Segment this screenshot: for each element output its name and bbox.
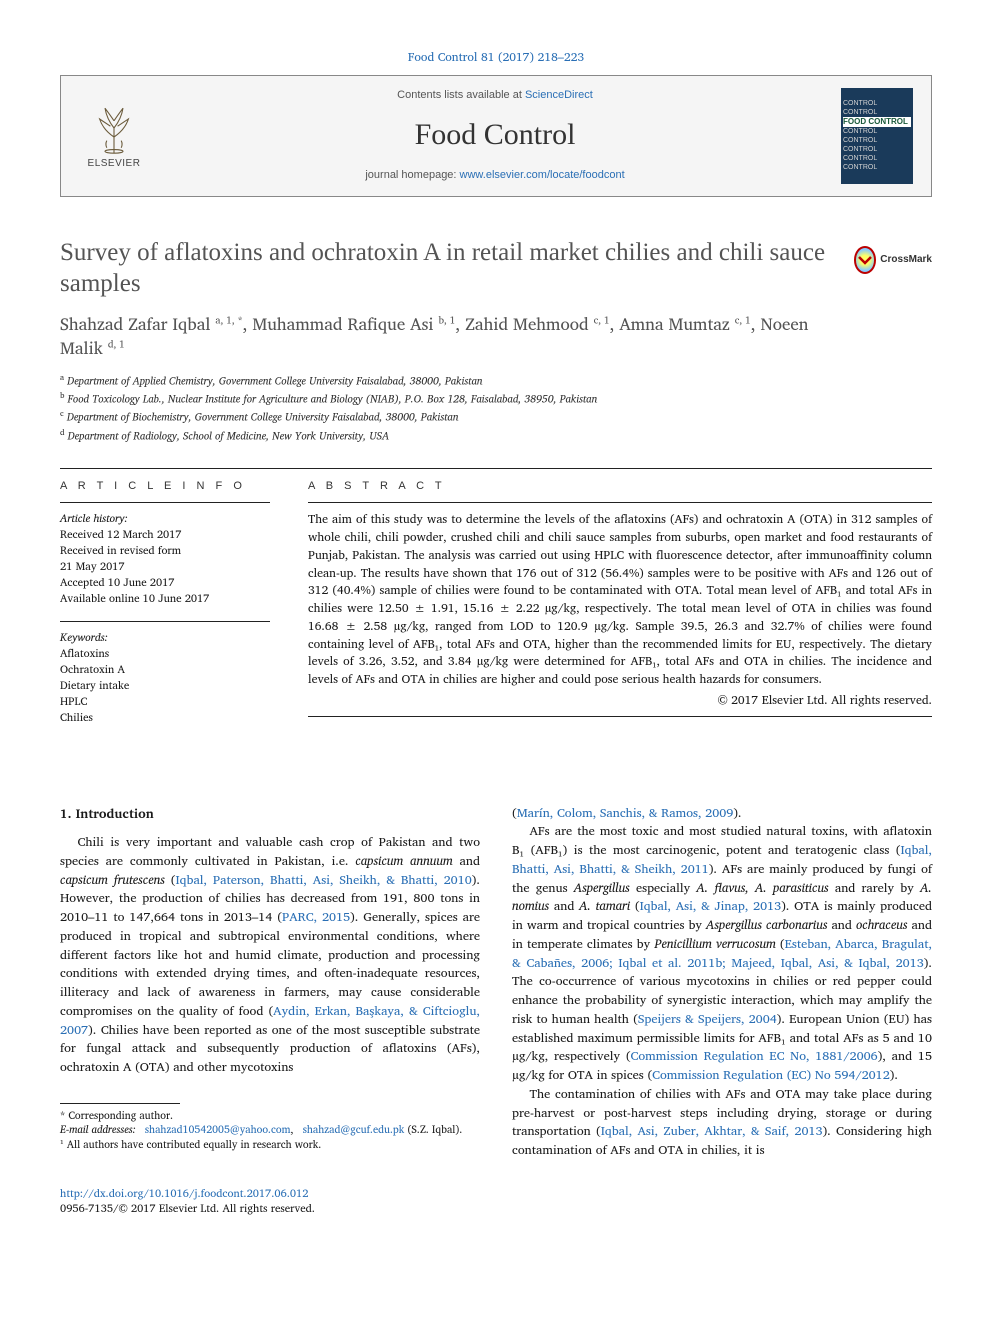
section-heading-introduction: 1. Introduction bbox=[60, 804, 480, 824]
cover-row: CONTROL bbox=[843, 108, 911, 117]
issn-copyright: 0956-7135/© 2017 Elsevier Ltd. All right… bbox=[60, 1201, 932, 1216]
citation-link[interactable]: Food Control 81 (2017) 218–223 bbox=[408, 48, 584, 67]
citation-link[interactable]: Speijers & Speijers, 2004 bbox=[638, 1009, 777, 1029]
citation-link[interactable]: Iqbal, Asi, & Jinap, 2013 bbox=[640, 896, 782, 916]
journal-name: Food Control bbox=[165, 114, 825, 156]
article-title: Survey of aflatoxins and ochratoxin A in… bbox=[60, 237, 834, 300]
rule bbox=[308, 716, 932, 717]
journal-cover-thumbnail: CONTROL CONTROL FOOD CONTROL CONTROL CON… bbox=[841, 88, 913, 184]
homepage-prefix: journal homepage: bbox=[365, 169, 459, 181]
journal-homepage-link[interactable]: www.elsevier.com/locate/foodcont bbox=[460, 169, 625, 181]
keyword: Dietary intake bbox=[60, 678, 270, 694]
citation-link[interactable]: Commission Regulation (EC) No 594/2012 bbox=[652, 1065, 890, 1085]
cover-row: CONTROL bbox=[843, 99, 911, 108]
keyword: Chilies bbox=[60, 710, 270, 726]
affiliations: a Department of Applied Chemistry, Gover… bbox=[60, 371, 834, 444]
crossmark-badge[interactable]: CrossMark bbox=[854, 243, 932, 277]
crossmark-icon bbox=[854, 246, 876, 274]
publisher-name: ELSEVIER bbox=[88, 157, 141, 171]
citation-link[interactable]: Marín, Colom, Sanchis, & Ramos, 2009 bbox=[517, 803, 734, 823]
citation-link[interactable]: Iqbal, Asi, Zuber, Akhtar, & Saif, 2013 bbox=[601, 1121, 823, 1141]
body-column-right: (Marín, Colom, Sanchis, & Ramos, 2009). … bbox=[512, 804, 932, 1160]
sciencedirect-link[interactable]: ScienceDirect bbox=[525, 89, 593, 101]
citation-link[interactable]: PARC, 2015 bbox=[282, 907, 350, 927]
affiliation-c: c Department of Biochemistry, Government… bbox=[60, 407, 834, 425]
footnotes: * Corresponding author. E-mail addresses… bbox=[60, 1108, 480, 1152]
cover-row: CONTROL bbox=[843, 163, 911, 172]
email-author: (S.Z. Iqbal). bbox=[407, 1120, 462, 1138]
journal-header: ELSEVIER Contents lists available at Sci… bbox=[60, 75, 932, 197]
footnote-rule bbox=[60, 1103, 180, 1104]
affiliation-d: d Department of Radiology, School of Med… bbox=[60, 426, 834, 444]
cover-row-food: FOOD CONTROL bbox=[843, 117, 911, 127]
history-online: Available online 10 June 2017 bbox=[60, 591, 270, 607]
contents-available-text: Contents lists available at ScienceDirec… bbox=[165, 88, 825, 103]
rule bbox=[308, 502, 932, 503]
cover-row: CONTROL bbox=[843, 154, 911, 163]
footnote-equal-contribution: ¹ All authors have contributed equally i… bbox=[60, 1137, 480, 1152]
article-info-heading: A R T I C L E I N F O bbox=[60, 479, 270, 494]
rule bbox=[60, 468, 932, 469]
authors-list: Shahzad Zafar Iqbal a, 1, *, Muhammad Ra… bbox=[60, 313, 834, 361]
cover-row: CONTROL bbox=[843, 145, 911, 154]
elsevier-tree-icon bbox=[87, 101, 141, 155]
body-paragraph: AFs are the most toxic and most studied … bbox=[512, 822, 932, 1085]
footer-block: http://dx.doi.org/10.1016/j.foodcont.201… bbox=[60, 1186, 932, 1217]
cover-row: CONTROL bbox=[843, 136, 911, 145]
cover-row: CONTROL bbox=[843, 127, 911, 136]
body-column-left: 1. Introduction Chili is very important … bbox=[60, 804, 480, 1160]
abstract-copyright: © 2017 Elsevier Ltd. All rights reserved… bbox=[308, 693, 932, 710]
publisher-logo: ELSEVIER bbox=[79, 96, 149, 176]
body-paragraph: (Marín, Colom, Sanchis, & Ramos, 2009). bbox=[512, 804, 932, 823]
crossmark-label: CrossMark bbox=[880, 253, 932, 267]
abstract-heading: A B S T R A C T bbox=[308, 479, 932, 494]
citation-link[interactable]: Commission Regulation EC No, 1881/2006 bbox=[631, 1046, 878, 1066]
citation-line: Food Control 81 (2017) 218–223 bbox=[60, 50, 932, 67]
contents-prefix: Contents lists available at bbox=[397, 89, 525, 101]
body-paragraph: Chili is very important and valuable cas… bbox=[60, 833, 480, 1077]
body-paragraph: The contamination of chilies with AFs an… bbox=[512, 1085, 932, 1160]
affiliation-a: a Department of Applied Chemistry, Gover… bbox=[60, 371, 834, 389]
journal-homepage-text: journal homepage: www.elsevier.com/locat… bbox=[165, 168, 825, 183]
rule bbox=[60, 621, 270, 622]
affiliation-b: b Food Toxicology Lab., Nuclear Institut… bbox=[60, 389, 834, 407]
citation-link[interactable]: Iqbal, Paterson, Bhatti, Asi, Sheikh, & … bbox=[176, 870, 472, 890]
abstract-text: The aim of this study was to determine t… bbox=[308, 511, 932, 689]
rule bbox=[60, 502, 270, 503]
